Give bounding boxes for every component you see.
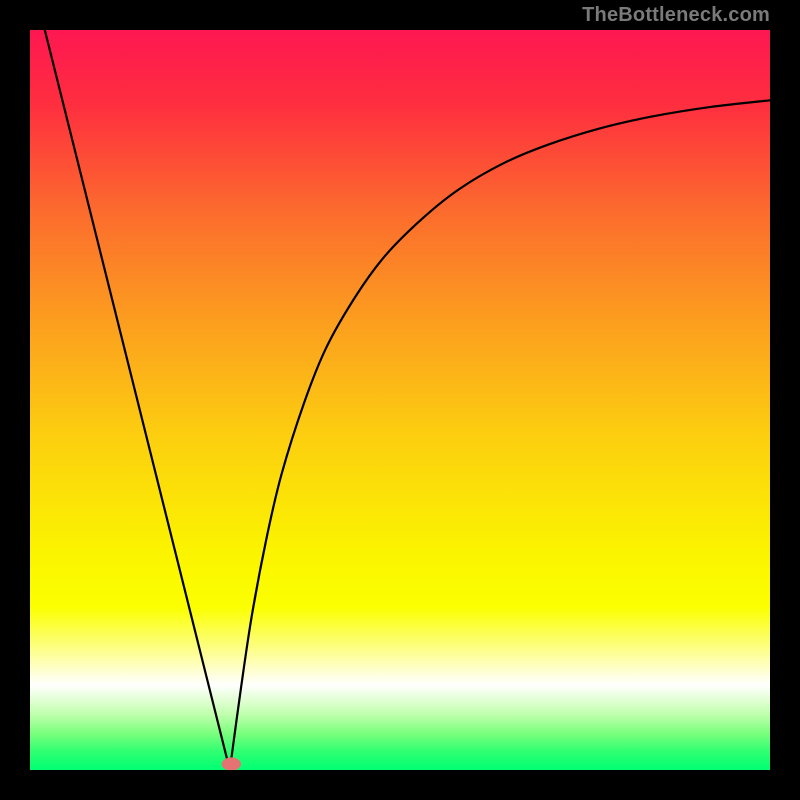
plot-area	[30, 30, 770, 770]
chart-frame: TheBottleneck.com	[0, 0, 800, 800]
chart-svg	[30, 30, 770, 770]
chart-background	[30, 30, 770, 770]
watermark-text: TheBottleneck.com	[582, 4, 770, 27]
